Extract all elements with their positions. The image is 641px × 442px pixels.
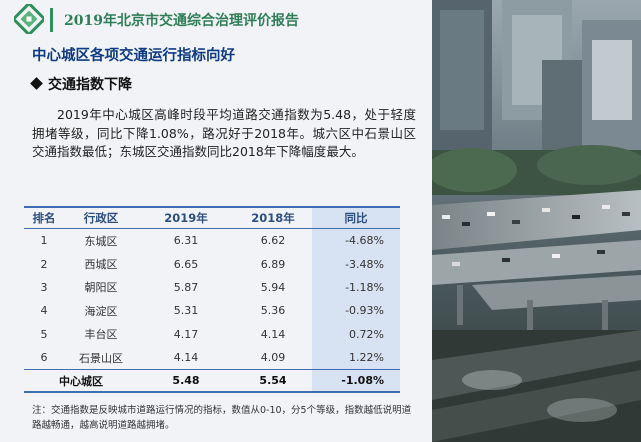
header-district: 行政区 <box>64 206 138 229</box>
value-2019-cell: 6.65 <box>173 257 199 271</box>
value-2018-cell: 5.94 <box>260 280 286 294</box>
rank-cell: 5 <box>40 327 48 341</box>
header-divider <box>50 8 53 32</box>
change-cell: 0.72% <box>312 322 400 346</box>
district-cell: 丰台区 <box>84 328 118 342</box>
section-title: 中心城区各项交通运行指标向好 <box>32 48 235 64</box>
header-rank: 排名 <box>24 206 64 229</box>
table-row: 1 东城区 6.31 6.62 -4.68% <box>24 228 400 253</box>
value-2018-cell: 6.62 <box>260 234 286 248</box>
content-panel: 2019年北京市交通综合治理评价报告 中心城区各项交通运行指标向好 交通指数下降… <box>14 4 416 431</box>
district-cell: 东城区 <box>84 234 118 248</box>
value-2018-cell: 5.36 <box>260 304 286 318</box>
district-cell: 石景山区 <box>79 351 123 365</box>
table-header-row: 排名 行政区 2019年 2018年 同比 <box>24 206 400 229</box>
district-cell: 朝阳区 <box>84 281 118 295</box>
city-overpass-photo <box>432 0 641 442</box>
change-cell: -4.68% <box>312 228 400 253</box>
district-cell: 海淀区 <box>84 304 118 318</box>
change-cell: 1.22% <box>312 345 400 370</box>
value-2019-cell: 6.31 <box>173 234 199 248</box>
change-cell: -1.18% <box>312 275 400 300</box>
table-row: 3 朝阳区 5.87 5.94 -1.18% <box>24 275 400 300</box>
green-square-swirl-logo <box>14 4 44 34</box>
header-change: 同比 <box>312 206 400 229</box>
total-2018-cell: 5.54 <box>234 369 312 394</box>
traffic-index-table: 排名 行政区 2019年 2018年 同比 1 东城区 6.31 6.62 -4… <box>24 206 400 394</box>
district-cell: 西城区 <box>84 258 118 272</box>
table-row: 5 丰台区 4.17 4.14 0.72% <box>24 322 400 346</box>
value-2019-cell: 4.17 <box>173 327 199 341</box>
rank-cell: 2 <box>40 257 48 271</box>
header-2018: 2018年 <box>234 206 312 229</box>
rank-cell: 1 <box>40 234 48 248</box>
change-cell: -0.93% <box>312 299 400 323</box>
subheading: 交通指数下降 <box>48 77 132 93</box>
value-2018-cell: 4.14 <box>260 327 286 341</box>
footnote: 注：交通指数是反映城市道路运行情况的指标，数值从0-10，分5个等级，指数越低说… <box>32 405 412 431</box>
value-2018-cell: 4.09 <box>260 351 286 365</box>
header-2019: 2019年 <box>138 206 234 229</box>
table-row: 6 石景山区 4.14 4.09 1.22% <box>24 345 400 370</box>
rank-cell: 3 <box>40 280 48 294</box>
table-total-row: 中心城区 5.48 5.54 -1.08% <box>24 369 400 394</box>
diamond-bullet-icon <box>30 77 43 90</box>
table-row: 4 海淀区 5.31 5.36 -0.93% <box>24 299 400 323</box>
rank-cell: 6 <box>40 351 48 365</box>
total-2019-cell: 5.48 <box>138 369 234 394</box>
value-2019-cell: 5.31 <box>173 304 199 318</box>
total-change-cell: -1.08% <box>312 369 400 394</box>
total-label-cell: 中心城区 <box>24 369 138 394</box>
report-title: 2019年北京市交通综合治理评价报告 <box>64 13 299 29</box>
body-paragraph: 2019年中心城区高峰时段平均道路交通指数为5.48，处于轻度拥堵等级，同比下降… <box>32 107 416 159</box>
value-2019-cell: 5.87 <box>173 280 199 294</box>
rank-cell: 4 <box>40 304 48 318</box>
value-2019-cell: 4.14 <box>173 351 199 365</box>
change-cell: -3.48% <box>312 252 400 276</box>
value-2018-cell: 6.89 <box>260 257 286 271</box>
table-row: 2 西城区 6.65 6.89 -3.48% <box>24 252 400 276</box>
